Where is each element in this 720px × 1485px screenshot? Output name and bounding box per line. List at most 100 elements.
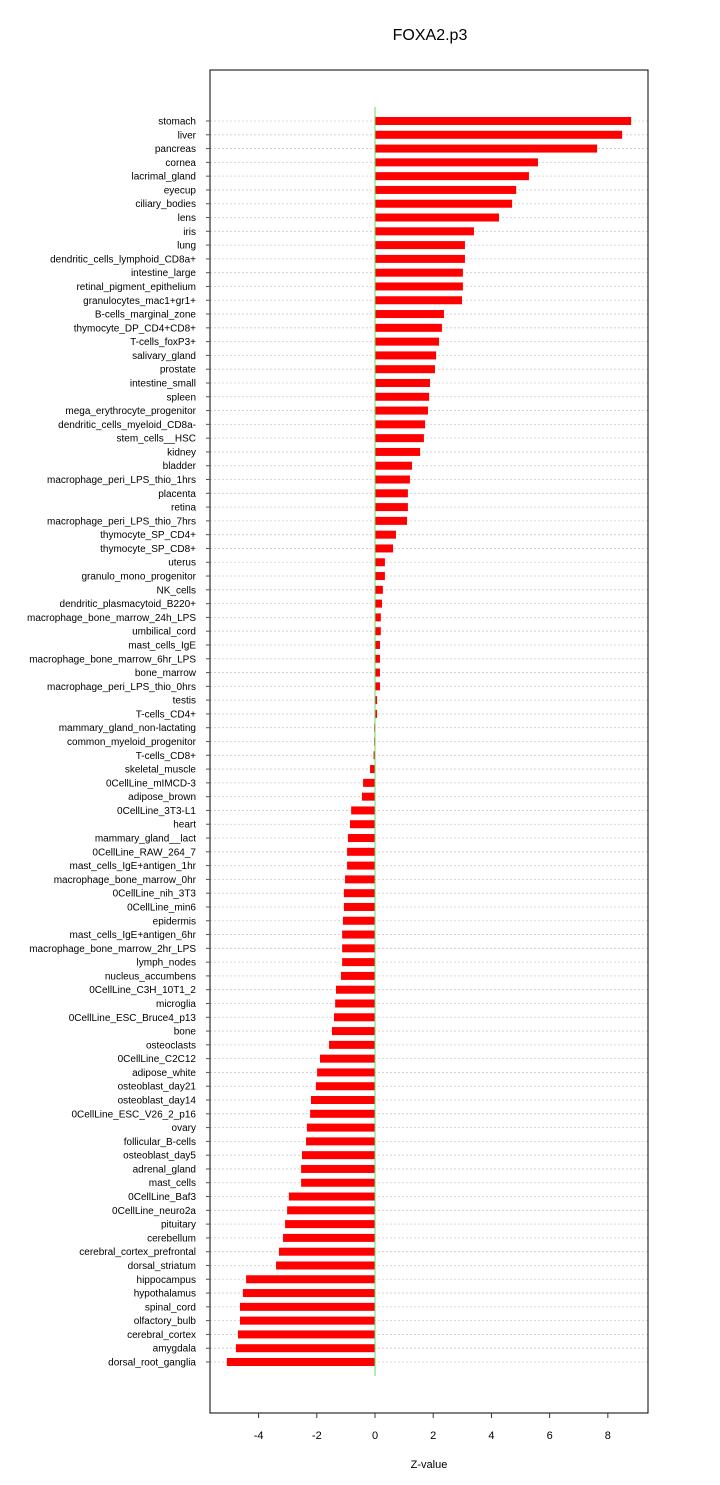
y-tick-label: bone	[174, 1027, 197, 1038]
y-tick-label: 0CellLine_RAW_264_7	[92, 847, 196, 858]
y-tick-label: dendritic_plasmacytoid_B220+	[60, 599, 197, 610]
bar	[343, 902, 376, 911]
bar	[329, 1040, 376, 1049]
y-tick-label: mammary_gland__lact	[95, 834, 196, 845]
bar	[239, 1316, 376, 1325]
bar	[375, 613, 381, 622]
x-tick-label: 2	[430, 1430, 436, 1442]
y-tick-label: salivary_gland	[132, 351, 196, 362]
y-tick-label: T-cells_foxP3+	[130, 337, 196, 348]
y-tick-label: granulocytes_mac1+gr1+	[83, 296, 196, 307]
y-tick-label: osteoblast_day21	[118, 1082, 197, 1093]
bar	[276, 1261, 376, 1270]
y-tick-label: iris	[183, 227, 196, 238]
bar	[306, 1137, 376, 1146]
y-tick-label: stem_cells__HSC	[117, 434, 196, 445]
y-tick-label: stomach	[158, 117, 196, 128]
bar	[375, 420, 426, 429]
bar	[335, 999, 376, 1008]
bar	[375, 654, 380, 663]
bar	[375, 323, 442, 332]
y-tick-label: T-cells_CD8+	[136, 751, 196, 762]
y-tick-label: ciliary_bodies	[135, 199, 196, 210]
y-tick-label: testis	[173, 696, 196, 707]
y-tick-label: mega_erythrocyte_progenitor	[65, 406, 196, 417]
y-tick-label: cerebral_cortex	[127, 1330, 196, 1341]
y-tick-label: uterus	[168, 558, 196, 569]
bar	[343, 916, 376, 925]
x-tick-label: 4	[488, 1430, 494, 1442]
y-tick-label: 0CellLine_3T3-L1	[117, 806, 196, 817]
y-tick-label: thymocyte_SP_CD4+	[100, 530, 196, 541]
y-tick-label: dendritic_cells_lymphoid_CD8a+	[50, 254, 196, 265]
y-tick-label: cornea	[165, 158, 196, 169]
bar	[375, 213, 499, 222]
y-tick-label: osteoblast_day5	[123, 1151, 196, 1162]
bar	[375, 640, 380, 649]
y-tick-label: granulo_mono_progenitor	[81, 572, 196, 583]
x-tick-label: 0	[372, 1430, 378, 1442]
bar	[375, 378, 431, 387]
y-tick-label: mast_cells	[149, 1178, 196, 1189]
x-axis-label: Z-value	[411, 1459, 448, 1471]
bar	[375, 530, 396, 539]
bar	[375, 144, 598, 153]
y-tick-label: umbilical_cord	[132, 627, 196, 638]
y-tick-label: mammary_gland_non-lactating	[59, 723, 196, 734]
bar	[375, 241, 465, 250]
bar	[375, 709, 378, 718]
y-tick-label: hippocampus	[137, 1275, 196, 1286]
bar	[342, 944, 376, 953]
y-tick-label: cerebellum	[147, 1233, 196, 1244]
y-tick-label: liver	[178, 130, 197, 141]
y-tick-label: 0CellLine_Baf3	[128, 1192, 196, 1203]
grid-lines	[210, 120, 648, 1363]
bar	[375, 337, 440, 346]
y-tick-label: adipose_white	[132, 1068, 196, 1079]
bar	[343, 889, 376, 898]
bar	[375, 558, 385, 567]
y-tick-label: thymocyte_SP_CD8+	[100, 544, 196, 555]
bar	[375, 599, 382, 608]
y-tick-label: pancreas	[155, 144, 196, 155]
y-tick-label: heart	[173, 820, 196, 831]
y-tick-label: retinal_pigment_epithelium	[76, 282, 196, 293]
y-tick-label: eyecup	[164, 185, 197, 196]
y-tick-label: T-cells_CD4+	[136, 709, 196, 720]
y-tick-label: thymocyte_DP_CD4+CD8+	[74, 323, 196, 334]
y-tick-label: retina	[171, 503, 196, 514]
bar	[375, 406, 428, 415]
y-tick-label: pituitary	[161, 1220, 196, 1231]
bar	[375, 172, 529, 181]
bar	[331, 1027, 376, 1036]
y-tick-label: ovary	[172, 1123, 196, 1134]
bar	[342, 930, 376, 939]
bar	[375, 351, 437, 360]
y-tick-label: macrophage_peri_LPS_thio_0hrs	[47, 682, 196, 693]
bar	[363, 778, 376, 787]
bar	[347, 834, 376, 843]
bar	[347, 847, 376, 856]
bar	[349, 820, 376, 829]
bar	[226, 1358, 376, 1366]
bars	[226, 117, 632, 1366]
y-tick-label: kidney	[167, 447, 196, 458]
y-tick-label: 0CellLine_mIMCD-3	[106, 778, 196, 789]
bar	[336, 985, 376, 994]
bar	[345, 875, 376, 884]
bar	[361, 792, 376, 801]
bar	[375, 668, 380, 677]
y-tick-label: mast_cells_IgE+antigen_1hr	[70, 861, 197, 872]
y-tick-label: intestine_large	[131, 268, 196, 279]
y-tick-label: cerebral_cortex_prefrontal	[79, 1247, 196, 1258]
y-tick-label: 0CellLine_C3H_10T1_2	[89, 985, 196, 996]
bar	[375, 158, 538, 167]
bar	[317, 1068, 376, 1077]
y-tick-label: skeletal_muscle	[125, 765, 197, 776]
bar	[375, 489, 408, 498]
y-tick-label: adrenal_gland	[133, 1164, 196, 1175]
bar	[375, 117, 632, 125]
y-tick-label: common_myeloid_progenitor	[67, 737, 197, 748]
bar	[283, 1233, 376, 1242]
y-tick-label: macrophage_bone_marrow_0hr	[54, 875, 197, 886]
